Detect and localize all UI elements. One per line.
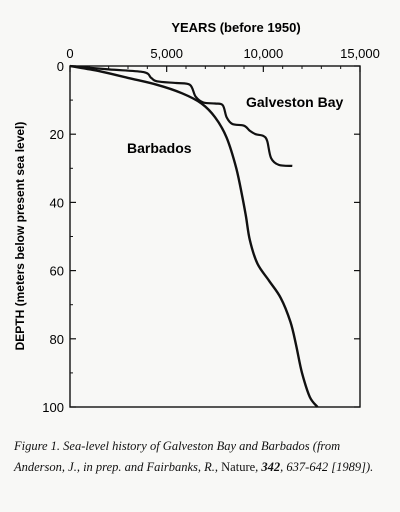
galveston-bay-series-label: Galveston Bay xyxy=(246,94,343,110)
caption-separator: , xyxy=(255,460,262,474)
barbados-line xyxy=(69,64,319,408)
x-tick-label: 0 xyxy=(66,46,73,61)
y-tick-label: 80 xyxy=(50,332,64,347)
x-tick-label: 15,000 xyxy=(340,46,380,61)
x-axis-label: YEARS (before 1950) xyxy=(171,20,300,35)
caption-volume: 342 xyxy=(261,460,281,474)
y-axis-ticks: 0 20 40 60 80 100 xyxy=(42,59,360,415)
y-axis-label: DEPTH (meters below present sea level) xyxy=(13,122,27,351)
barbados-series-label: Barbados xyxy=(127,140,192,156)
y-tick-label: 100 xyxy=(42,400,64,415)
caption-text: Figure 1. Sea-level history of Galveston… xyxy=(14,439,341,474)
y-tick-label: 40 xyxy=(50,195,64,210)
x-axis-ticks: 0 5,000 10,000 15,000 xyxy=(66,46,380,72)
caption-pages: , 637-642 [1989]). xyxy=(280,460,374,474)
y-tick-label: 20 xyxy=(50,127,64,142)
x-tick-label: 5,000 xyxy=(150,46,183,61)
caption-journal: Nature xyxy=(221,460,256,474)
galveston-bay-line xyxy=(69,64,293,167)
sea-level-chart: 0 5,000 10,000 15,000 0 20 40 60 80 100 YEARS (b… xyxy=(13,20,380,415)
y-tick-label: 60 xyxy=(50,264,64,279)
y-tick-label: 0 xyxy=(57,59,64,74)
figure-caption: Figure 1. Sea-level history of Galveston… xyxy=(14,436,390,478)
x-tick-label: 10,000 xyxy=(243,46,283,61)
